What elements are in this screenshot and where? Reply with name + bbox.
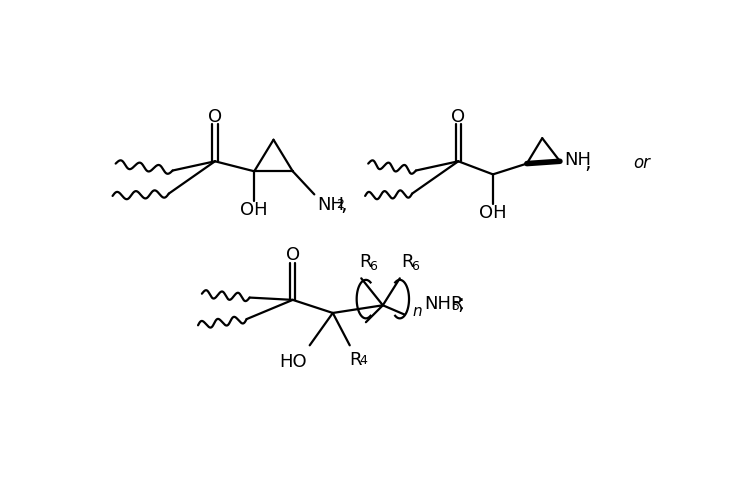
Text: ,: , xyxy=(584,153,591,173)
Text: 2: 2 xyxy=(336,198,344,211)
Text: 5: 5 xyxy=(452,300,461,313)
Text: OH: OH xyxy=(241,201,268,219)
Text: NH: NH xyxy=(317,196,345,214)
Text: R: R xyxy=(401,252,414,271)
Text: or: or xyxy=(633,154,650,172)
Text: O: O xyxy=(286,246,300,264)
Text: R: R xyxy=(359,252,371,271)
Text: R: R xyxy=(350,351,362,369)
Text: 6: 6 xyxy=(411,260,419,273)
Text: O: O xyxy=(451,108,466,126)
Text: ;: ; xyxy=(458,294,464,314)
Text: NH: NH xyxy=(564,151,591,169)
Text: NHR: NHR xyxy=(424,295,464,313)
Text: ,: , xyxy=(340,195,347,215)
Text: n: n xyxy=(412,304,421,319)
Text: HO: HO xyxy=(279,353,306,371)
Text: 4: 4 xyxy=(359,354,367,367)
Text: 6: 6 xyxy=(369,260,377,273)
Text: O: O xyxy=(208,108,222,126)
Text: OH: OH xyxy=(479,204,507,222)
